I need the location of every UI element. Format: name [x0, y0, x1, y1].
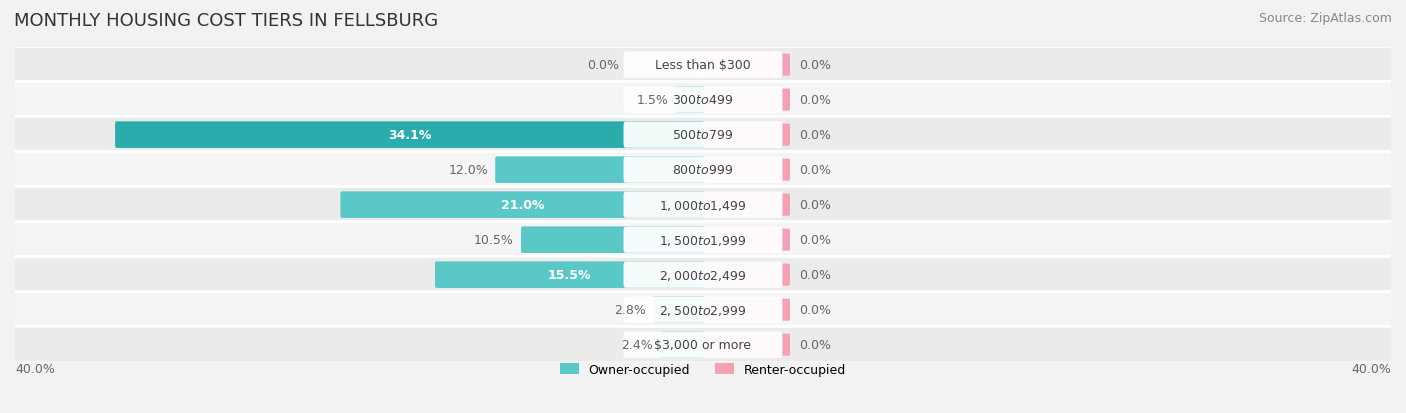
Text: 0.0%: 0.0%	[800, 94, 831, 107]
FancyBboxPatch shape	[434, 262, 704, 288]
FancyBboxPatch shape	[702, 229, 790, 251]
FancyBboxPatch shape	[623, 192, 783, 218]
FancyBboxPatch shape	[0, 327, 1406, 363]
Text: 0.0%: 0.0%	[800, 129, 831, 142]
FancyBboxPatch shape	[623, 157, 783, 183]
FancyBboxPatch shape	[0, 222, 1406, 258]
FancyBboxPatch shape	[623, 332, 783, 358]
Text: 2.8%: 2.8%	[614, 304, 647, 316]
FancyBboxPatch shape	[661, 332, 704, 358]
Text: 40.0%: 40.0%	[1351, 362, 1391, 375]
Text: 34.1%: 34.1%	[388, 129, 432, 142]
Text: 0.0%: 0.0%	[800, 59, 831, 72]
FancyBboxPatch shape	[702, 194, 790, 216]
FancyBboxPatch shape	[0, 257, 1406, 293]
FancyBboxPatch shape	[702, 159, 790, 181]
FancyBboxPatch shape	[115, 122, 704, 149]
FancyBboxPatch shape	[0, 117, 1406, 154]
Text: MONTHLY HOUSING COST TIERS IN FELLSBURG: MONTHLY HOUSING COST TIERS IN FELLSBURG	[14, 12, 439, 30]
Text: $500 to $799: $500 to $799	[672, 129, 734, 142]
Text: 1.5%: 1.5%	[637, 94, 669, 107]
Text: 0.0%: 0.0%	[800, 268, 831, 282]
FancyBboxPatch shape	[340, 192, 704, 218]
Text: 0.0%: 0.0%	[586, 59, 619, 72]
FancyBboxPatch shape	[623, 87, 783, 114]
Text: 15.5%: 15.5%	[548, 268, 592, 282]
FancyBboxPatch shape	[495, 157, 704, 183]
Text: $1,000 to $1,499: $1,000 to $1,499	[659, 198, 747, 212]
Text: 40.0%: 40.0%	[15, 362, 55, 375]
Text: 12.0%: 12.0%	[449, 164, 488, 177]
FancyBboxPatch shape	[522, 227, 704, 253]
Text: Less than $300: Less than $300	[655, 59, 751, 72]
Text: 0.0%: 0.0%	[800, 304, 831, 316]
FancyBboxPatch shape	[702, 55, 790, 76]
FancyBboxPatch shape	[702, 124, 790, 146]
FancyBboxPatch shape	[0, 82, 1406, 119]
FancyBboxPatch shape	[0, 47, 1406, 83]
FancyBboxPatch shape	[0, 152, 1406, 188]
Text: 0.0%: 0.0%	[800, 164, 831, 177]
FancyBboxPatch shape	[702, 264, 790, 286]
Text: $3,000 or more: $3,000 or more	[655, 338, 751, 351]
FancyBboxPatch shape	[676, 87, 704, 114]
FancyBboxPatch shape	[0, 292, 1406, 328]
FancyBboxPatch shape	[702, 334, 790, 356]
FancyBboxPatch shape	[623, 52, 783, 78]
Text: 21.0%: 21.0%	[501, 199, 544, 211]
FancyBboxPatch shape	[702, 299, 790, 321]
Text: 0.0%: 0.0%	[800, 199, 831, 211]
Text: $1,500 to $1,999: $1,500 to $1,999	[659, 233, 747, 247]
FancyBboxPatch shape	[654, 297, 704, 323]
FancyBboxPatch shape	[623, 227, 783, 253]
Text: $2,500 to $2,999: $2,500 to $2,999	[659, 303, 747, 317]
Text: 10.5%: 10.5%	[474, 234, 513, 247]
Legend: Owner-occupied, Renter-occupied: Owner-occupied, Renter-occupied	[555, 358, 851, 381]
FancyBboxPatch shape	[623, 262, 783, 288]
FancyBboxPatch shape	[702, 89, 790, 112]
Text: 0.0%: 0.0%	[800, 234, 831, 247]
FancyBboxPatch shape	[623, 122, 783, 148]
FancyBboxPatch shape	[623, 297, 783, 323]
Text: Source: ZipAtlas.com: Source: ZipAtlas.com	[1258, 12, 1392, 25]
FancyBboxPatch shape	[0, 187, 1406, 223]
Text: 2.4%: 2.4%	[621, 338, 654, 351]
Text: 0.0%: 0.0%	[800, 338, 831, 351]
Text: $800 to $999: $800 to $999	[672, 164, 734, 177]
Text: $300 to $499: $300 to $499	[672, 94, 734, 107]
Text: $2,000 to $2,499: $2,000 to $2,499	[659, 268, 747, 282]
